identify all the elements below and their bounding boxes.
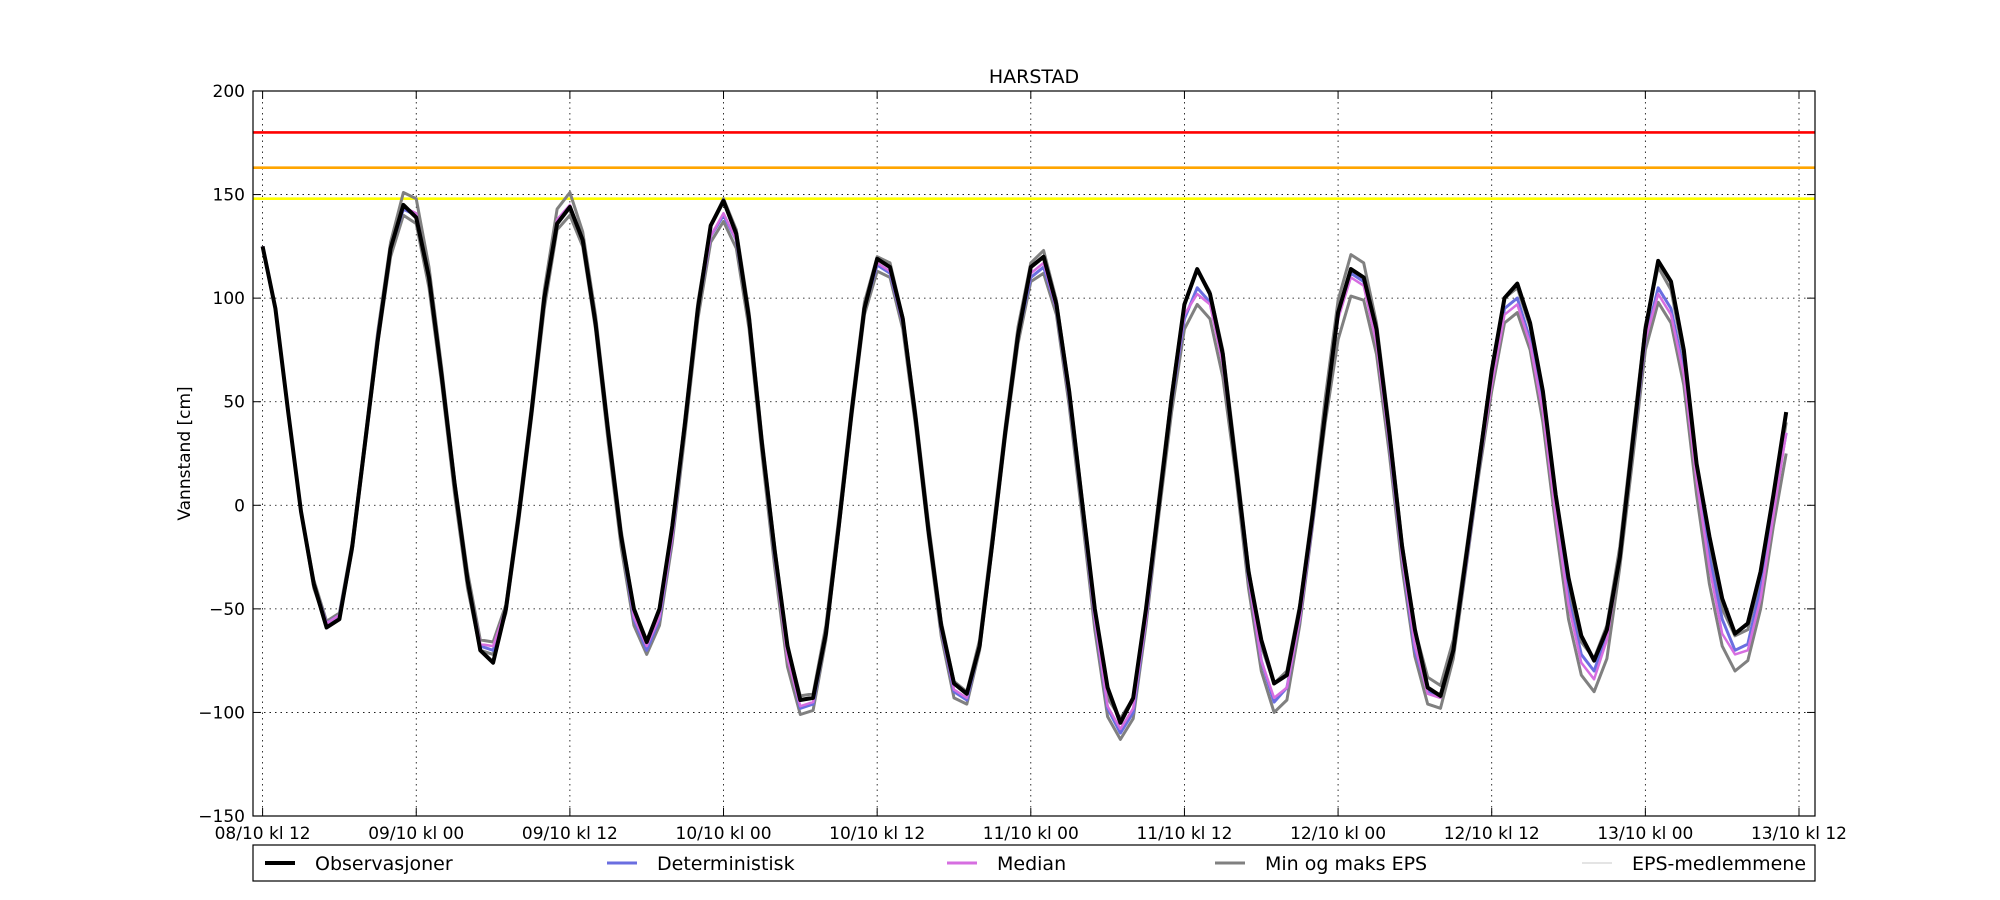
legend-label: Min og maks EPS [1265, 853, 1427, 875]
legend-label: Deterministisk [657, 853, 795, 875]
x-axis-ticks: 08/10 kl 12 09/10 kl 00 09/10 kl 12 10/10 k… [215, 91, 1847, 844]
x-tick-label: 11/10 kl 00 [983, 824, 1079, 844]
x-tick-label: 13/10 kl 12 [1751, 824, 1847, 844]
y-tick-label: 200 [213, 82, 245, 102]
chart-title: HARSTAD [989, 66, 1079, 88]
legend-frame [252, 844, 1816, 882]
x-tick-label: 08/10 kl 12 [215, 824, 311, 844]
y-tick-label: 100 [213, 289, 245, 309]
legend: Observasjoner Deterministisk Median Min og … [252, 844, 1816, 882]
x-tick-label: 11/10 kl 12 [1136, 824, 1232, 844]
legend-label: Observasjoner [315, 853, 453, 875]
y-tick-label: −100 [198, 703, 245, 723]
y-tick-label: −50 [209, 600, 245, 620]
x-tick-label: 09/10 kl 00 [368, 824, 464, 844]
x-tick-label: 12/10 kl 12 [1444, 824, 1540, 844]
x-tick-label: 10/10 kl 12 [829, 824, 925, 844]
grid-lines [253, 91, 1815, 816]
x-tick-label: 10/10 kl 00 [676, 824, 772, 844]
series-lines [260, 191, 1789, 741]
x-tick-label: 12/10 kl 00 [1290, 824, 1386, 844]
y-axis-ticks: −150 −100 −50 0 50 100 150 200 [198, 82, 1815, 827]
y-tick-label: −150 [198, 807, 245, 827]
x-tick-label: 13/10 kl 00 [1597, 824, 1693, 844]
legend-label: Median [997, 853, 1066, 875]
y-axis-label: Vannstand [cm] [175, 386, 195, 520]
legend-label: EPS-medlemmene [1632, 853, 1806, 875]
threshold-lines [253, 131, 1815, 201]
y-tick-label: 150 [213, 186, 245, 206]
y-tick-label: 50 [223, 393, 245, 413]
y-tick-label: 0 [234, 496, 245, 516]
x-tick-label: 09/10 kl 12 [522, 824, 618, 844]
series-line-eps-max [261, 191, 1788, 721]
series-line-observasjoner [260, 198, 1789, 725]
plot-area-frame [252, 90, 1816, 817]
